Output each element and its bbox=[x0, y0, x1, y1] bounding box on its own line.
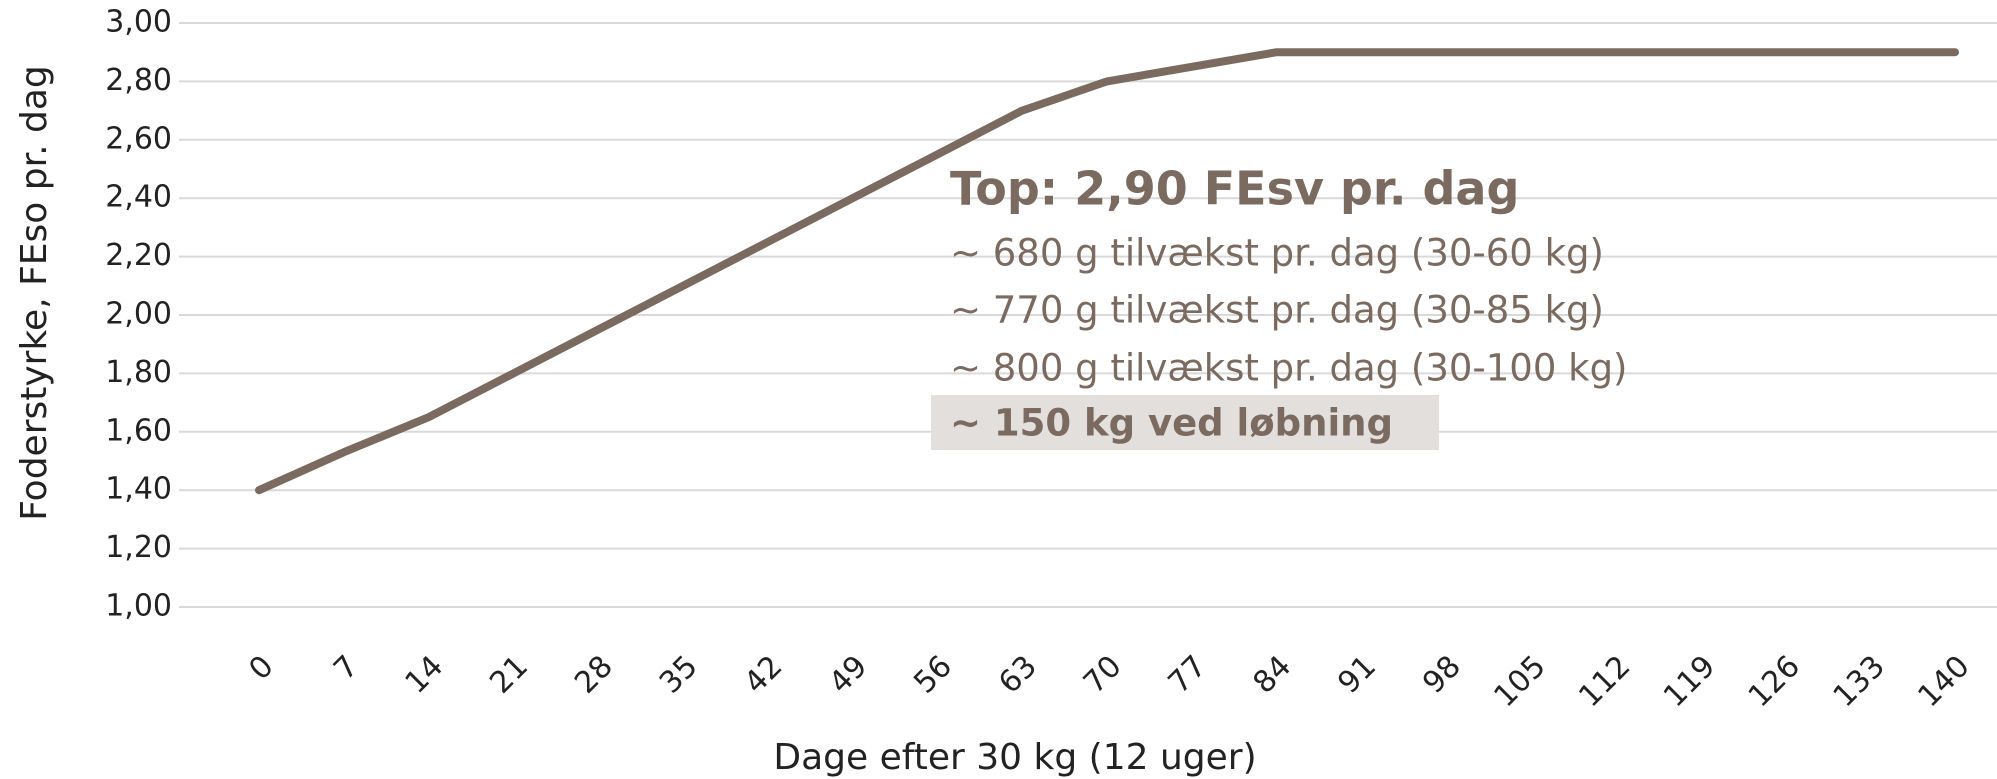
x-tick-label: 63 bbox=[992, 649, 1044, 701]
x-tick-label: 126 bbox=[1742, 649, 1807, 714]
x-tick-label: 133 bbox=[1827, 649, 1892, 714]
highlight-box bbox=[931, 395, 1439, 450]
annotation-title: Top: 2,90 FEsv pr. dag bbox=[950, 162, 1519, 216]
x-tick-label: 56 bbox=[907, 649, 959, 701]
y-tick-label: 2,40 bbox=[105, 180, 172, 215]
annotation-line: ~ 800 g tilvækst pr. dag (30-100 kg) bbox=[950, 347, 1628, 390]
y-tick-label: 2,20 bbox=[105, 238, 172, 273]
x-tick-label: 98 bbox=[1416, 649, 1468, 701]
x-tick-label: 21 bbox=[483, 649, 535, 701]
x-tick-label: 35 bbox=[653, 649, 705, 701]
x-tick-label: 0 bbox=[242, 649, 280, 687]
y-tick-label: 1,00 bbox=[105, 589, 172, 624]
y-tick-label: 1,40 bbox=[105, 472, 172, 507]
y-tick-label: 1,80 bbox=[105, 355, 172, 390]
annotation-line: ~ 680 g tilvækst pr. dag (30-60 kg) bbox=[950, 232, 1604, 275]
x-tick-label: 70 bbox=[1077, 649, 1129, 701]
y-tick-label: 1,20 bbox=[105, 530, 172, 565]
data-line bbox=[255, 48, 1959, 495]
x-tick-label: 28 bbox=[568, 649, 620, 701]
x-tick-label: 84 bbox=[1247, 649, 1299, 701]
y-tick-label: 2,80 bbox=[105, 63, 172, 98]
x-tick-label: 14 bbox=[399, 649, 451, 701]
y-tick-label: 2,00 bbox=[105, 297, 172, 332]
x-tick-label: 105 bbox=[1487, 649, 1552, 714]
y-tick-label: 1,60 bbox=[105, 413, 172, 448]
x-tick-label: 77 bbox=[1162, 649, 1214, 701]
y-tick-label: 2,60 bbox=[105, 121, 172, 156]
annotation-highlight: ~ 150 kg ved løbning bbox=[950, 402, 1393, 445]
x-tick-label: 49 bbox=[823, 649, 875, 701]
x-axis-title: Dage efter 30 kg (12 uger) bbox=[773, 737, 1256, 778]
annotation-line: ~ 770 g tilvækst pr. dag (30-85 kg) bbox=[950, 289, 1604, 332]
x-tick-label: 91 bbox=[1331, 649, 1383, 701]
x-tick-label: 112 bbox=[1572, 649, 1637, 714]
y-tick-label: 3,00 bbox=[105, 5, 172, 40]
x-tick-label: 119 bbox=[1657, 649, 1722, 714]
x-tick-label: 140 bbox=[1911, 649, 1976, 714]
y-axis-title: Foderstyrke, FEso pr. dag bbox=[14, 65, 55, 521]
x-tick-label: 42 bbox=[738, 649, 790, 701]
x-tick-label: 7 bbox=[327, 649, 365, 687]
